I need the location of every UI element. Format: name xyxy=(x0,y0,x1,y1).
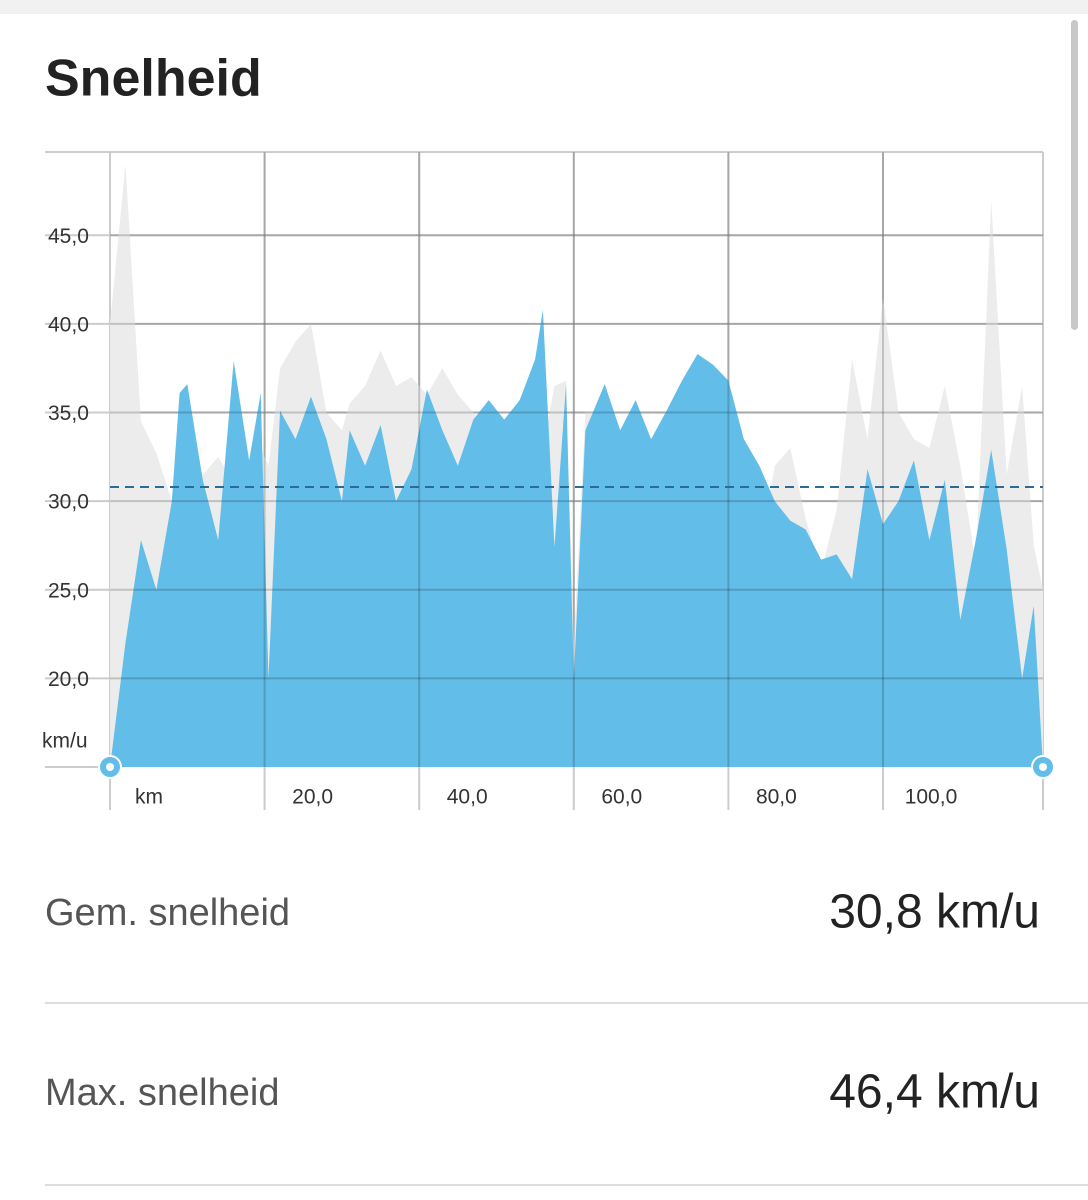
y-tick-label: 25,0 xyxy=(48,579,89,602)
stat-value: 46,4 km/u xyxy=(829,1066,1040,1119)
x-tick-label: 60,0 xyxy=(601,786,642,809)
y-unit-label: km/u xyxy=(42,730,88,753)
x-tick-label: 20,0 xyxy=(292,786,333,809)
top-bar xyxy=(0,0,1088,14)
x-tick-label: 40,0 xyxy=(447,786,488,809)
title: Snelheid xyxy=(45,50,262,108)
y-tick-label: 45,0 xyxy=(48,225,89,248)
stat-label: Gem. snelheid xyxy=(45,892,290,934)
y-tick-label: 20,0 xyxy=(48,668,89,691)
range-handle-dot xyxy=(106,763,114,771)
y-tick-label: 30,0 xyxy=(48,491,89,514)
range-handle-dot xyxy=(1039,763,1047,771)
x-tick-label: 100,0 xyxy=(905,786,958,809)
stat-value: 30,8 km/u xyxy=(829,886,1040,939)
chart: 20,0 25,0 30,0 35,0 40,0 45,0 20,0 40,0 60,0 80,0… xyxy=(42,151,1055,810)
area xyxy=(110,309,1043,767)
x-unit-label: km xyxy=(135,786,163,809)
y-tick-label: 35,0 xyxy=(48,402,89,425)
stat-label: Max. snelheid xyxy=(45,1072,279,1114)
scrollbar xyxy=(1071,20,1078,330)
x-tick-label: 80,0 xyxy=(756,786,797,809)
y-tick-label: 40,0 xyxy=(48,313,89,336)
